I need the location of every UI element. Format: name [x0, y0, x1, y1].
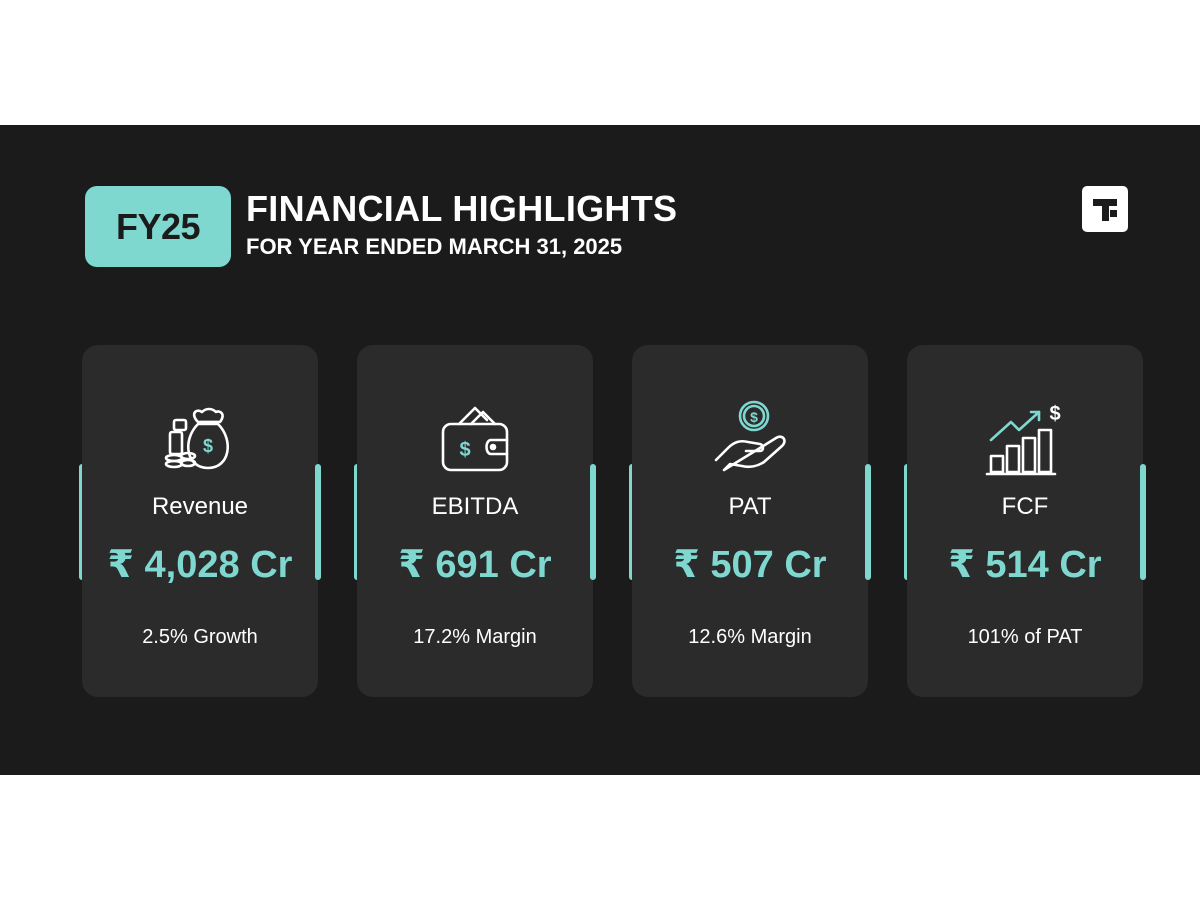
- card-value: ₹ 507 Cr: [673, 544, 827, 586]
- hand-coin-icon: $: [710, 400, 790, 480]
- growth-chart-icon: $: [985, 400, 1065, 480]
- card-label: Revenue: [151, 493, 249, 520]
- card-value: ₹ 514 Cr: [948, 544, 1102, 586]
- card-note: 12.6% Margin: [688, 626, 812, 648]
- page-title: FINANCIAL HIGHLIGHTS: [246, 188, 678, 229]
- svg-text:$: $: [750, 409, 758, 425]
- card-label: EBITDA: [431, 493, 519, 520]
- accent-bar: [1140, 464, 1146, 580]
- card-label: FCF: [1001, 493, 1049, 520]
- fcf-card: $ FCF ₹ 514 Cr 101% of PAT: [907, 345, 1143, 697]
- card-label: PAT: [728, 493, 772, 520]
- ebitda-card: $ EBITDA ₹ 691 Cr 17.2% Margin: [357, 345, 593, 697]
- brand-logo-icon: [1082, 186, 1128, 232]
- accent-bar: [315, 464, 321, 580]
- svg-text:$: $: [203, 436, 213, 456]
- svg-text:$: $: [1049, 403, 1060, 425]
- card-note: 2.5% Growth: [142, 626, 258, 648]
- accent-bar: [590, 464, 596, 580]
- pat-card: $ PAT ₹ 507 Cr 12.6% Margin: [632, 345, 868, 697]
- card-note: 17.2% Margin: [413, 626, 537, 648]
- card-note: 101% of PAT: [967, 626, 1083, 648]
- svg-text:$: $: [459, 439, 470, 461]
- card-value: ₹ 691 Cr: [398, 544, 552, 586]
- page-subtitle: FOR YEAR ENDED MARCH 31, 2025: [246, 234, 623, 259]
- financial-highlights-banner: FY25 FINANCIAL HIGHLIGHTS FOR YEAR ENDED…: [0, 125, 1200, 775]
- accent-bar: [865, 464, 871, 580]
- money-bag-coins-icon: $: [160, 400, 240, 480]
- wallet-icon: $: [435, 400, 515, 480]
- card-value: ₹ 4,028 Cr: [107, 544, 293, 586]
- revenue-card: $ Revenue ₹ 4,028 Cr 2.5% Growth: [82, 345, 318, 697]
- fiscal-year-badge: FY25: [85, 186, 231, 267]
